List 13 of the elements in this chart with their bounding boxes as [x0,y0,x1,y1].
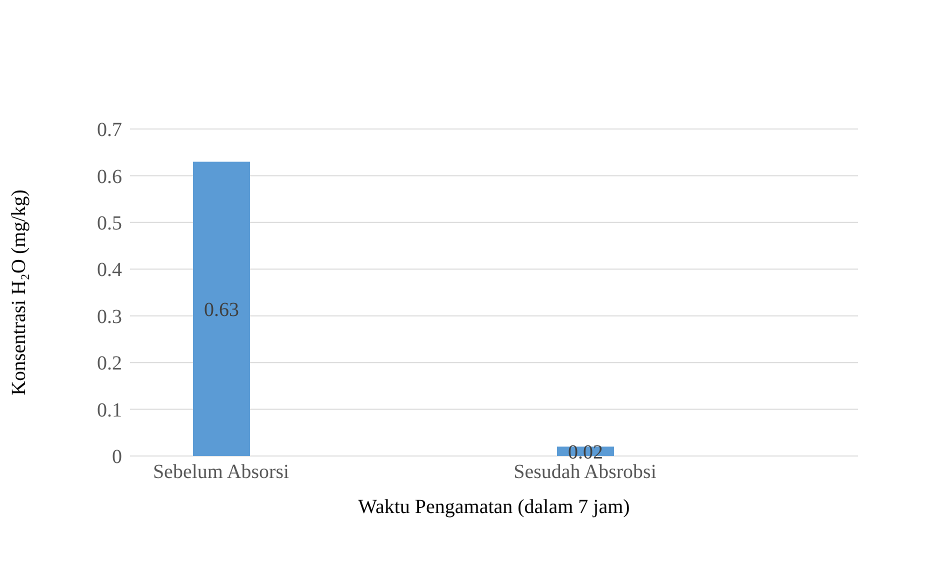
y-tick-label: 0.5 [97,212,122,235]
y-tick-label: 0.1 [97,399,122,422]
data-label: 0.63 [204,298,239,321]
y-tick-label: 0.7 [97,119,122,142]
y-tick-label: 0 [112,446,122,468]
x-axis-title: Waktu Pengamatan (dalam 7 jam) [358,496,630,518]
y-tick-label: 0.4 [97,259,122,282]
y-axis-title: Konsentrasi H₂O (mg/kg) [8,190,30,396]
x-tick-label: Sebelum Absorsi [152,461,290,484]
y-tick-label: 0.6 [97,166,122,188]
y-tick-label: 0.3 [97,306,122,328]
x-tick-label: Sesudah Absrobsi [514,461,657,484]
y-tick-label: 0.2 [97,352,122,375]
